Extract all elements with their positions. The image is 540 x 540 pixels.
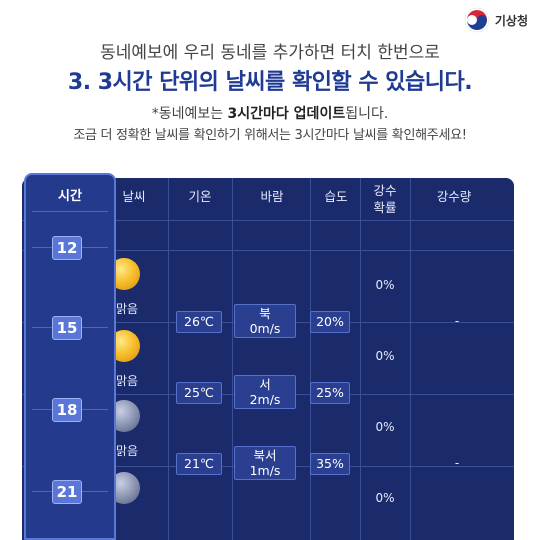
time-chip[interactable]: 12 xyxy=(52,236,82,260)
precip-prob-value: 0% xyxy=(375,278,395,292)
intro-headline: 3. 3시간 단위의 날씨를 확인할 수 있습니다. xyxy=(67,70,473,95)
header-time: 시간 xyxy=(58,189,82,204)
precip-prob-value: 0% xyxy=(375,420,395,434)
temp-cell: 21℃ xyxy=(176,453,222,475)
update-note-bold: 3시간마다 업데이트 xyxy=(227,106,346,122)
time-chip[interactable]: 15 xyxy=(52,316,82,340)
humidity-cell: 35% xyxy=(310,453,350,475)
logo-text: 기상청 xyxy=(494,13,528,28)
wind-cell: 북 0m/s xyxy=(234,304,296,338)
header-wind: 바람 xyxy=(260,189,284,204)
time-column: 시간 12 15 18 21 xyxy=(24,173,116,540)
temp-cell: 26℃ xyxy=(176,311,222,333)
header-humidity: 습도 xyxy=(324,189,348,204)
header-weather: 날씨 xyxy=(122,189,146,204)
taegeuk-icon xyxy=(464,7,490,33)
humidity-cell: 20% xyxy=(310,311,350,333)
kma-logo: 기상청 xyxy=(464,7,528,33)
precip-amount-value: - xyxy=(454,456,460,470)
weather-label: 맑음 xyxy=(116,374,139,388)
header-temp: 기온 xyxy=(188,189,212,204)
precip-amount-value: - xyxy=(454,314,460,328)
wind-cell: 북서 1m/s xyxy=(234,446,296,480)
intro-line-1: 동네예보에 우리 동네를 추가하면 터치 한번으로 xyxy=(100,43,440,63)
wind-cell: 서 2m/s xyxy=(234,375,296,409)
update-advice: 조금 더 정확한 날씨를 확인하기 위해서는 3시간마다 날씨를 확인해주세요! xyxy=(73,128,467,143)
weather-label: 맑음 xyxy=(116,302,139,316)
precip-prob-value: 0% xyxy=(375,349,395,363)
update-note: *동네예보는 3시간마다 업데이트됩니다. xyxy=(151,106,389,122)
precip-prob-value: 0% xyxy=(375,491,395,505)
weather-label: 맑음 xyxy=(116,444,139,458)
header-precip-prob: 강수 확률 xyxy=(373,183,397,215)
temp-cell: 25℃ xyxy=(176,382,222,404)
time-chip[interactable]: 21 xyxy=(52,480,82,504)
humidity-cell: 25% xyxy=(310,382,350,404)
time-chip[interactable]: 18 xyxy=(52,398,82,422)
header-precip-amount: 강수량 xyxy=(436,189,472,204)
